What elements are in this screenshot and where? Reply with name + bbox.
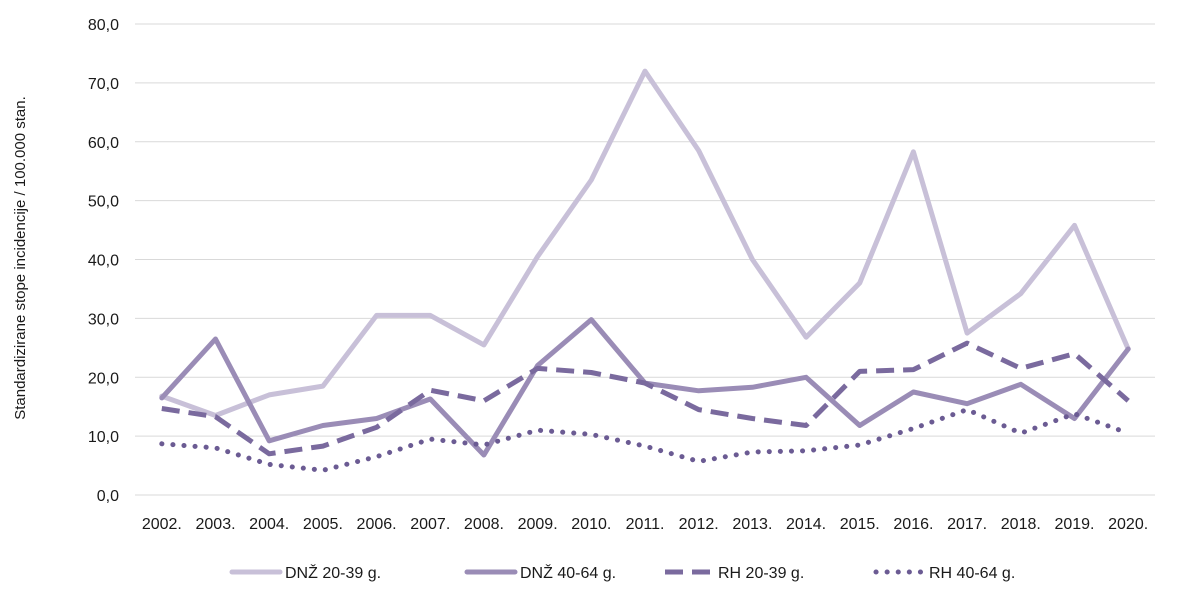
series-line-3 — [161, 340, 1130, 457]
x-axis-ticks: 2002. 2003. 2004. 2005. 2006. 2007. 2008. 2009.… — [142, 516, 1148, 533]
y-tick-label: 10,0 — [88, 429, 119, 446]
x-tick-label: 2017. — [947, 516, 987, 533]
x-tick-label: 2018. — [1001, 516, 1041, 533]
y-tick-label: 80,0 — [88, 17, 119, 34]
legend-label: DNŽ 40-64 g. — [520, 563, 616, 582]
legend: DNŽ 20-39 g. DNŽ 40-64 g. RH 20-39 g. RH 40… — [229, 563, 1015, 582]
x-tick-label: 2006. — [357, 516, 397, 533]
x-tick-label: 2019. — [1054, 516, 1094, 533]
y-axis-label: Standardizirane stope incidencije / 100.… — [12, 96, 29, 420]
x-tick-label: 2003. — [196, 516, 236, 533]
series-lines — [159, 68, 1131, 473]
x-tick-label: 2020. — [1108, 516, 1148, 533]
y-axis-ticks: 0,0 10,0 20,0 30,0 40,0 50,0 60,0 70,0 80,0 — [88, 17, 119, 505]
x-tick-label: 2015. — [840, 516, 880, 533]
x-tick-label: 2012. — [679, 516, 719, 533]
series-line-1 — [159, 68, 1131, 418]
x-tick-label: 2008. — [464, 516, 504, 533]
gridlines — [135, 23, 1155, 437]
x-tick-label: 2013. — [732, 516, 772, 533]
legend-label: RH 40-64 g. — [929, 565, 1015, 582]
series-line-4 — [159, 407, 1131, 473]
x-tick-label: 2014. — [786, 516, 826, 533]
y-tick-label: 60,0 — [88, 135, 119, 152]
x-tick-label: 2010. — [571, 516, 611, 533]
x-tick-label: 2009. — [518, 516, 558, 533]
y-tick-label: 40,0 — [88, 253, 119, 270]
y-tick-label: 20,0 — [88, 370, 119, 387]
y-tick-label: 70,0 — [88, 76, 119, 93]
x-tick-label: 2005. — [303, 516, 343, 533]
y-tick-label: 50,0 — [88, 194, 119, 211]
x-tick-label: 2002. — [142, 516, 182, 533]
x-tick-label: 2007. — [410, 516, 450, 533]
legend-label: DNŽ 20-39 g. — [285, 563, 381, 582]
x-tick-label: 2011. — [626, 516, 665, 533]
x-tick-label: 2004. — [249, 516, 289, 533]
legend-label: RH 20-39 g. — [718, 565, 804, 582]
y-tick-label: 0,0 — [97, 488, 119, 505]
y-tick-label: 30,0 — [88, 311, 119, 328]
x-tick-label: 2016. — [893, 516, 933, 533]
